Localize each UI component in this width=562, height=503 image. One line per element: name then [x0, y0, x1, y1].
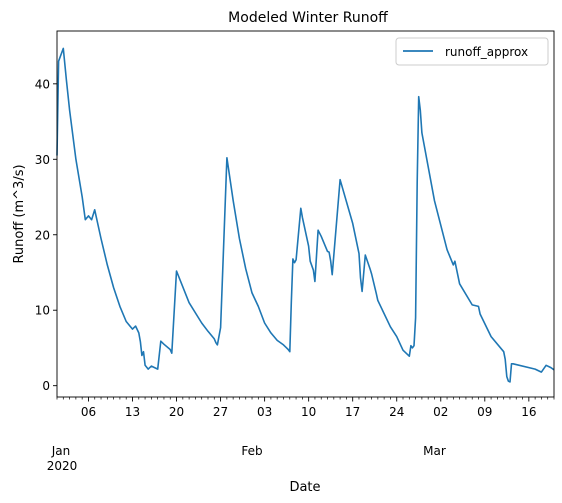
x-tick-label: 13	[125, 405, 140, 419]
y-tick-label: 0	[42, 379, 50, 393]
x-tick-label: 24	[389, 405, 404, 419]
x-axis-label: Date	[289, 480, 320, 495]
series-line-runoff-approx	[56, 47, 555, 383]
x-tick-label: 06	[81, 405, 96, 419]
y-axis: 0 10 20 30 40	[35, 77, 57, 393]
x-tick-label: 20	[169, 405, 184, 419]
month-label: Mar	[423, 444, 446, 458]
month-label: Jan	[51, 444, 71, 458]
y-tick-label: 40	[35, 77, 50, 91]
chart-title: Modeled Winter Runoff	[228, 10, 388, 26]
x-tick-label: 27	[213, 405, 228, 419]
x-tick-label: 16	[521, 405, 536, 419]
month-label: Feb	[241, 444, 262, 458]
y-tick-label: 30	[35, 153, 50, 167]
y-tick-label: 10	[35, 304, 50, 318]
x-tick-label: 17	[345, 405, 360, 419]
y-axis-label: Runoff (m^3/s)	[12, 164, 27, 263]
x-tick-label: 10	[301, 405, 316, 419]
y-tick-label: 20	[35, 228, 50, 242]
plot-area	[57, 31, 554, 397]
plot-frame	[56, 30, 555, 398]
year-label: 2020	[47, 459, 78, 473]
legend: runoff_approx	[395, 37, 549, 66]
x-tick-label: 03	[257, 405, 272, 419]
legend-label-runoff-approx: runoff_approx	[445, 45, 528, 59]
x-tick-label: 02	[433, 405, 448, 419]
x-tick-label: 09	[477, 405, 492, 419]
legend-box	[395, 37, 549, 66]
